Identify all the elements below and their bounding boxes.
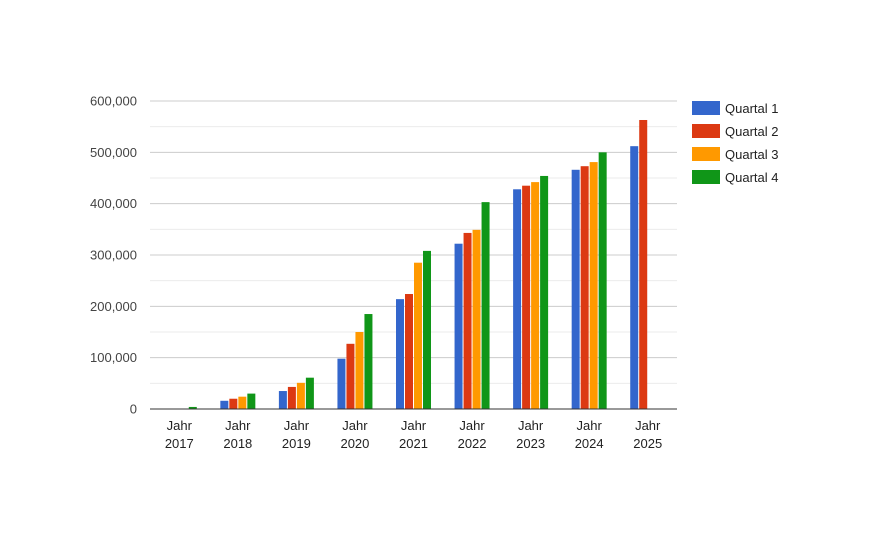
bar-quartal-1-jahr-2020[interactable]: [337, 358, 346, 409]
y-tick-label: 300,000: [90, 248, 137, 263]
y-tick-label: 0: [130, 402, 137, 417]
bar-quartal-3-jahr-2018[interactable]: [238, 396, 247, 409]
y-tick-label: 600,000: [90, 94, 137, 109]
bar-quartal-3-jahr-2019[interactable]: [296, 382, 305, 409]
bar-quartal-2-jahr-2018[interactable]: [229, 398, 238, 409]
x-category-label: Jahr: [342, 418, 368, 433]
bar-quartal-4-jahr-2021[interactable]: [423, 250, 431, 409]
y-tick-label: 400,000: [90, 196, 137, 211]
bar-quartal-3-jahr-2023[interactable]: [531, 182, 540, 409]
bar-quartal-4-jahr-2020[interactable]: [364, 314, 373, 409]
y-tick-label: 100,000: [90, 350, 137, 365]
x-category-label: Jahr: [518, 418, 544, 433]
x-axis-category-labels: Jahr 2017 Jahr 2018 Jahr 2019 Jahr 2020 Jahr 2021…: [165, 418, 662, 451]
x-category-label: Jahr: [401, 418, 427, 433]
y-tick-label: 200,000: [90, 299, 137, 314]
bar-quartal-4-jahr-2019[interactable]: [305, 377, 314, 409]
bar-quartal-2-jahr-2024[interactable]: [580, 166, 589, 409]
legend-label: Quartal 4: [725, 170, 778, 185]
bar-quartal-1-jahr-2021[interactable]: [396, 299, 404, 409]
x-category-label: Jahr: [459, 418, 485, 433]
bar-quartal-3-jahr-2024[interactable]: [589, 162, 598, 409]
legend-swatch: [692, 124, 720, 138]
bar-quartal-1-jahr-2022[interactable]: [454, 243, 463, 409]
bar-quartal-2-jahr-2019[interactable]: [287, 386, 296, 409]
bar-quartal-2-jahr-2020[interactable]: [346, 343, 355, 409]
x-category-label: Jahr: [284, 418, 310, 433]
bar-quartal-1-jahr-2023[interactable]: [513, 189, 522, 409]
x-category-label: 2022: [458, 436, 487, 451]
x-category-label: Jahr: [635, 418, 661, 433]
x-category-label: 2020: [340, 436, 369, 451]
x-category-label: 2019: [282, 436, 311, 451]
bar-quartal-4-jahr-2017[interactable]: [188, 406, 197, 409]
legend-label: Quartal 3: [725, 147, 778, 162]
bar-quartal-4-jahr-2023[interactable]: [540, 175, 549, 409]
bar-quartal-2-jahr-2022[interactable]: [463, 232, 472, 409]
x-category-label: Jahr: [167, 418, 193, 433]
x-category-label: Jahr: [225, 418, 251, 433]
legend-item-quartal-4[interactable]: Quartal 4: [692, 170, 778, 185]
x-category-label: 2021: [399, 436, 428, 451]
legend-swatch: [692, 147, 720, 161]
bar-quartal-1-jahr-2024[interactable]: [571, 169, 580, 409]
x-category-label: 2025: [633, 436, 662, 451]
bar-quartal-2-jahr-2023[interactable]: [522, 185, 531, 409]
bar-quartal-4-jahr-2018[interactable]: [247, 393, 256, 409]
legend-item-quartal-3[interactable]: Quartal 3: [692, 147, 778, 162]
x-category-label: Jahr: [577, 418, 603, 433]
legend-swatch: [692, 170, 720, 184]
bar-quartal-3-jahr-2021[interactable]: [414, 262, 422, 409]
gridlines: [150, 100, 677, 384]
legend-swatch: [692, 101, 720, 115]
bars: [188, 119, 648, 410]
bar-quartal-4-jahr-2022[interactable]: [481, 202, 490, 409]
x-category-label: 2017: [165, 436, 194, 451]
y-tick-label: 500,000: [90, 145, 137, 160]
x-category-label: 2024: [575, 436, 604, 451]
bar-quartal-3-jahr-2022[interactable]: [472, 229, 481, 409]
legend-label: Quartal 2: [725, 124, 778, 139]
bar-quartal-1-jahr-2018[interactable]: [220, 400, 229, 409]
bar-quartal-1-jahr-2019[interactable]: [278, 391, 287, 409]
bar-quartal-3-jahr-2020[interactable]: [355, 332, 364, 409]
y-axis-tick-labels: 0 100,000 200,000 300,000 400,000 500,000 600,…: [90, 94, 137, 417]
bar-quartal-2-jahr-2021[interactable]: [405, 294, 413, 409]
legend[interactable]: Quartal 1 Quartal 2 Quartal 3 Quartal 4: [692, 101, 778, 185]
x-category-label: 2023: [516, 436, 545, 451]
legend-item-quartal-2[interactable]: Quartal 2: [692, 124, 778, 139]
legend-item-quartal-1[interactable]: Quartal 1: [692, 101, 778, 116]
legend-label: Quartal 1: [725, 101, 778, 116]
x-category-label: 2018: [223, 436, 252, 451]
bar-quartal-4-jahr-2024[interactable]: [598, 152, 607, 410]
bar-quartal-2-jahr-2025[interactable]: [639, 119, 648, 409]
bar-quartal-1-jahr-2025[interactable]: [630, 146, 639, 409]
